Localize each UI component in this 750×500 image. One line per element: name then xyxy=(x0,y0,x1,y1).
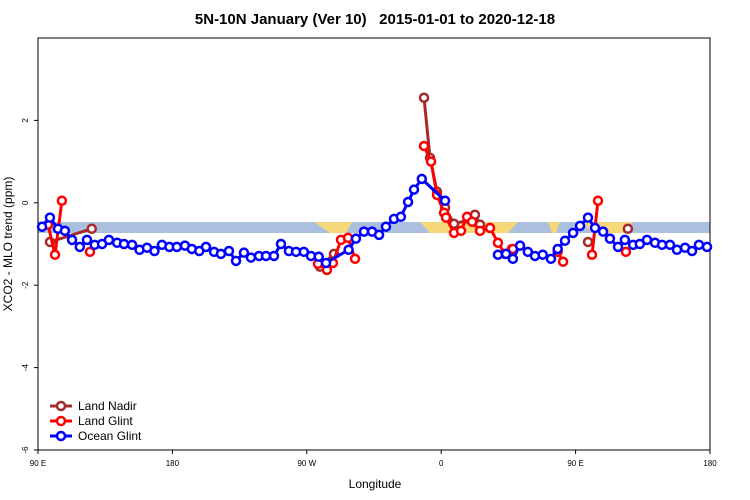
legend-marker xyxy=(55,415,67,427)
data-point xyxy=(597,226,609,237)
data-point xyxy=(36,221,48,232)
data-point xyxy=(223,245,235,257)
data-point xyxy=(126,239,138,251)
data-point xyxy=(440,212,452,223)
data-point xyxy=(84,246,96,258)
data-point xyxy=(612,241,624,253)
data-point xyxy=(395,211,407,223)
data-point xyxy=(408,184,420,195)
data-point xyxy=(230,255,242,267)
data-point xyxy=(507,253,519,265)
data-point xyxy=(74,241,86,253)
data-point xyxy=(545,253,557,265)
data-point xyxy=(693,239,705,251)
data-point xyxy=(56,195,68,206)
x-tick-label: 90 W xyxy=(297,459,316,468)
legend-marker xyxy=(55,400,67,412)
data-point xyxy=(373,229,385,241)
data-point xyxy=(582,236,594,248)
legend-label: Land Nadir xyxy=(78,399,137,413)
x-axis-label: Longitude xyxy=(349,477,402,491)
data-point xyxy=(380,221,392,232)
land-patch xyxy=(314,222,352,233)
x-tick-label: 90 E xyxy=(567,459,583,468)
x-tick-label: 180 xyxy=(166,459,180,468)
y-tick-label: -4 xyxy=(21,363,30,371)
data-point xyxy=(582,212,594,223)
data-point xyxy=(425,156,437,167)
data-point xyxy=(592,195,604,206)
data-point xyxy=(103,234,115,246)
data-point xyxy=(402,196,414,208)
data-point xyxy=(671,244,683,256)
legend-label: Land Glint xyxy=(78,414,133,428)
data-point xyxy=(171,241,183,253)
data-point xyxy=(418,92,430,103)
x-tick-label: 0 xyxy=(439,459,444,468)
data-point xyxy=(589,222,601,234)
chart-title: 5N-10N January (Ver 10) 2015-01-01 to 20… xyxy=(195,11,555,28)
data-point xyxy=(492,249,504,260)
data-point xyxy=(619,234,631,246)
data-point xyxy=(574,220,586,232)
y-tick-label: -6 xyxy=(21,446,30,454)
data-point xyxy=(268,250,280,262)
data-point xyxy=(118,238,130,250)
data-point xyxy=(149,245,160,257)
data-point xyxy=(349,253,361,265)
data-point xyxy=(313,251,324,263)
data-point xyxy=(641,234,653,246)
data-point xyxy=(350,233,362,244)
data-point xyxy=(492,237,504,249)
land-patch xyxy=(548,222,560,233)
data-point xyxy=(44,212,56,223)
y-tick-label: -2 xyxy=(21,281,30,289)
data-point xyxy=(514,240,526,251)
data-point xyxy=(86,223,98,235)
data-point xyxy=(604,233,616,244)
data-point xyxy=(49,249,61,260)
data-point xyxy=(484,222,496,234)
data-point xyxy=(320,257,332,269)
data-point xyxy=(200,241,212,253)
data-point xyxy=(455,225,467,237)
data-point xyxy=(622,223,634,235)
y-tick-label: 2 xyxy=(21,118,30,123)
legend-label: Ocean Glint xyxy=(78,429,142,443)
data-point xyxy=(215,248,227,260)
data-point xyxy=(620,246,632,258)
data-point xyxy=(557,256,569,267)
data-point xyxy=(343,244,354,256)
data-point xyxy=(664,239,676,251)
data-point xyxy=(474,225,486,237)
y-tick-label: 0 xyxy=(21,200,30,205)
x-tick-label: 90 E xyxy=(30,459,46,468)
data-point xyxy=(552,243,563,255)
data-point xyxy=(500,248,512,260)
data-point xyxy=(418,140,430,152)
data-point xyxy=(416,173,428,185)
data-point xyxy=(466,216,478,228)
data-point xyxy=(66,234,78,246)
data-point xyxy=(559,235,571,246)
data-point xyxy=(701,241,713,253)
data-point xyxy=(586,249,598,260)
data-point xyxy=(567,227,579,239)
data-point xyxy=(537,249,548,260)
data-point xyxy=(275,238,287,250)
data-point xyxy=(245,252,257,263)
data-point xyxy=(686,245,698,257)
data-point xyxy=(238,247,250,258)
data-point xyxy=(81,234,93,246)
x-tick-label: 180 xyxy=(703,459,717,468)
y-axis-label: XCO2 - MLO trend (ppm) xyxy=(1,177,15,312)
data-point xyxy=(439,195,451,206)
data-point xyxy=(59,225,71,237)
data-point xyxy=(358,226,370,237)
legend-marker xyxy=(55,430,67,442)
